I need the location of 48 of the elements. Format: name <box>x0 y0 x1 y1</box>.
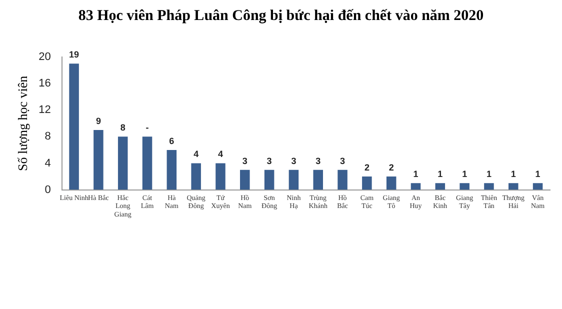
y-tick-label: 8 <box>44 130 51 143</box>
y-tick-label: 20 <box>38 51 51 64</box>
data-label: 1 <box>413 169 418 180</box>
data-label: 8 <box>120 122 126 133</box>
bar <box>460 183 470 190</box>
data-label: 1 <box>510 169 516 180</box>
bar <box>142 136 152 190</box>
bar <box>240 170 250 190</box>
data-label: 19 <box>69 50 80 60</box>
bar <box>362 176 372 190</box>
bar <box>435 183 446 190</box>
bar <box>532 183 543 190</box>
y-tick-label: 12 <box>38 104 51 116</box>
bar <box>118 136 128 190</box>
data-label: 3 <box>340 156 346 166</box>
bar <box>508 183 518 190</box>
bar <box>264 170 274 190</box>
data-label: 3 <box>266 156 272 166</box>
y-tick-label: 16 <box>38 78 51 90</box>
chart-title: 83 Học viên Pháp Luân Công bị bức hại đến chết vào năm 2020 <box>77 8 485 25</box>
data-label: 2 <box>364 162 370 173</box>
data-label: 4 <box>218 149 223 160</box>
bar <box>191 163 201 190</box>
bar <box>313 170 324 190</box>
data-label: 3 <box>242 156 248 166</box>
bar <box>166 150 177 190</box>
data-label: - <box>146 122 149 133</box>
data-label: 3 <box>316 156 321 166</box>
data-label: 2 <box>388 162 394 173</box>
bar <box>94 130 104 190</box>
bar <box>484 183 494 190</box>
bar <box>216 163 226 190</box>
data-label: 1 <box>438 169 443 180</box>
bar <box>69 64 79 190</box>
y-axis-title: Số lượng học viên <box>15 75 30 171</box>
bar <box>410 183 421 190</box>
bar <box>338 170 348 190</box>
data-label: 6 <box>169 136 174 146</box>
y-tick-label: 4 <box>44 157 51 170</box>
data-label: 1 <box>486 169 492 180</box>
y-tick-label: 0 <box>44 184 51 196</box>
bar <box>288 170 299 190</box>
data-label: 9 <box>96 116 101 126</box>
data-label: 1 <box>462 169 468 180</box>
bar <box>386 176 396 190</box>
data-label: 4 <box>194 149 199 160</box>
data-label: 3 <box>291 156 296 166</box>
data-label: 1 <box>535 169 540 180</box>
